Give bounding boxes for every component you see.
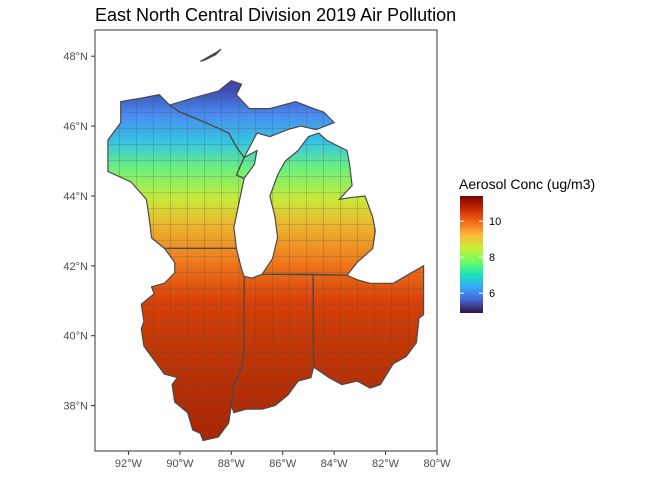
map-title: East North Central Division 2019 Air Pol… bbox=[95, 5, 456, 25]
legend-ticks: 6 8 10 bbox=[460, 216, 501, 300]
x-tick-label: 90°W bbox=[166, 458, 194, 470]
x-tick-label: 92°W bbox=[115, 458, 143, 470]
legend-title: Aerosol Conc (ug/m3) bbox=[459, 176, 595, 192]
y-tick-label: 42°N bbox=[63, 261, 88, 273]
panel-border bbox=[94, 29, 438, 452]
y-tick-label: 48°N bbox=[63, 51, 88, 63]
region-outline-wisconsin bbox=[107, 93, 245, 249]
legend-tick-label: 6 bbox=[489, 288, 495, 300]
region-outline-ohio bbox=[312, 264, 425, 389]
y-axis: 38°N 40°N 42°N 44°N 46°N 48°N bbox=[63, 51, 95, 413]
legend: Aerosol Conc (ug/m3) 6 8 10 bbox=[459, 176, 595, 313]
region-outline-door-peninsula bbox=[235, 149, 258, 180]
region-outline-lower-michigan bbox=[260, 132, 376, 276]
x-tick-label: 86°W bbox=[269, 458, 297, 470]
legend-tick-label: 8 bbox=[489, 252, 495, 264]
x-tick-label: 88°W bbox=[218, 458, 246, 470]
y-tick-label: 44°N bbox=[63, 191, 88, 203]
x-tick-label: 80°W bbox=[423, 458, 451, 470]
x-tick-label: 82°W bbox=[372, 458, 400, 470]
y-tick-label: 40°N bbox=[63, 331, 88, 343]
state-outlines bbox=[107, 48, 425, 442]
legend-tick-label: 10 bbox=[489, 216, 501, 228]
y-tick-label: 46°N bbox=[63, 121, 88, 133]
x-axis: 92°W 90°W 88°W 86°W 84°W 82°W 80°W bbox=[115, 451, 451, 470]
legend-colorbar bbox=[460, 196, 483, 313]
y-tick-label: 38°N bbox=[63, 401, 88, 413]
region-outline-isle-royale bbox=[200, 48, 222, 62]
x-tick-label: 84°W bbox=[321, 458, 349, 470]
